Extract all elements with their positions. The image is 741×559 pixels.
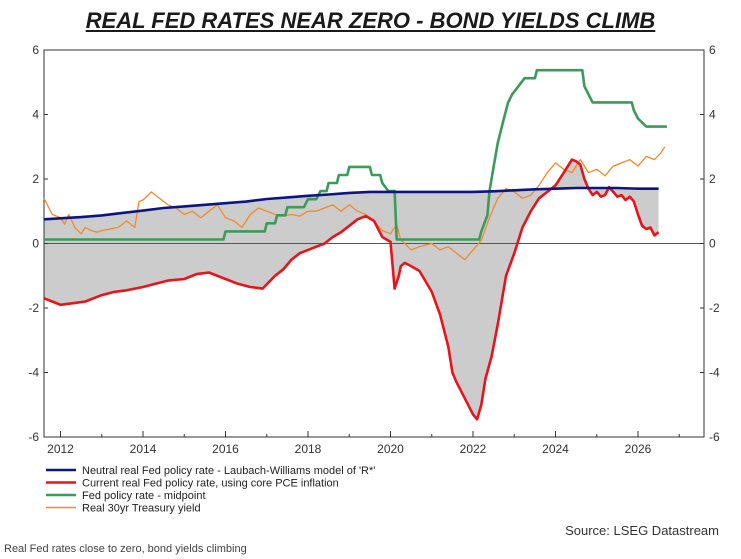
x-tick-label: 2026 [625, 442, 652, 456]
series-line-current-real-fed-policy-rate-using-core-pce-inflation [43, 158, 660, 421]
chart-title: REAL FED RATES NEAR ZERO - BOND YIELDS C… [85, 8, 656, 33]
series-lines [43, 68, 667, 421]
legend: Neutral real Fed policy rate - Laubach-W… [46, 465, 375, 515]
y-tick-label-right: -6 [709, 430, 720, 444]
y-tick-label-left: -4 [28, 366, 39, 380]
y-tick-label-right: 6 [709, 43, 716, 57]
x-tick-label: 2016 [212, 442, 239, 456]
x-tick-label: 2020 [377, 442, 404, 456]
y-tick-label-right: 2 [709, 172, 716, 186]
y-tick-label-right: 0 [709, 237, 716, 251]
y-tick-label-left: 6 [32, 43, 39, 57]
legend-label-real-30yr-treasury-yield: Real 30yr Treasury yield [82, 503, 201, 515]
x-tick-label: 2012 [47, 442, 74, 456]
y-tick-label-right: -4 [709, 366, 720, 380]
legend-label-current-real-fed-policy-rate-using-core-pce-inflation: Current real Fed policy rate, using core… [82, 478, 339, 490]
series-line-real-30yr-treasury-yield [43, 146, 666, 261]
axes: 6 6 4 4 2 2 0 0 -2 -2 -4 -4 -6 -6 2012 2014 2016 2018 2020… [28, 43, 720, 456]
y-tick-label-left: 0 [32, 237, 39, 251]
caption: Real Fed rates close to zero, bond yield… [4, 543, 247, 555]
legend-label-neutral-real-fed-policy-rate-laubach-williams-model-of-r: Neutral real Fed policy rate - Laubach-W… [82, 465, 375, 477]
y-tick-label-right: -2 [709, 301, 720, 315]
legend-label-fed-policy-rate-midpoint: Fed policy rate - midpoint [82, 490, 206, 502]
y-tick-label-left: -6 [28, 430, 39, 444]
fill-area [44, 159, 659, 420]
fill-between-area [44, 159, 659, 420]
x-tick-label: 2014 [130, 442, 157, 456]
y-tick-label-left: 4 [32, 108, 39, 122]
x-tick-label: 2022 [460, 442, 487, 456]
series-line-neutral-real-fed-policy-rate-laubach-williams-model-of-r [43, 186, 659, 221]
y-tick-label-left: -2 [28, 301, 39, 315]
y-tick-label-right: 4 [709, 108, 716, 122]
x-tick-label: 2018 [295, 442, 322, 456]
x-tick-label: 2024 [542, 442, 569, 456]
source-note: Source: LSEG Datastream [565, 523, 719, 538]
y-tick-label-left: 2 [32, 172, 39, 186]
